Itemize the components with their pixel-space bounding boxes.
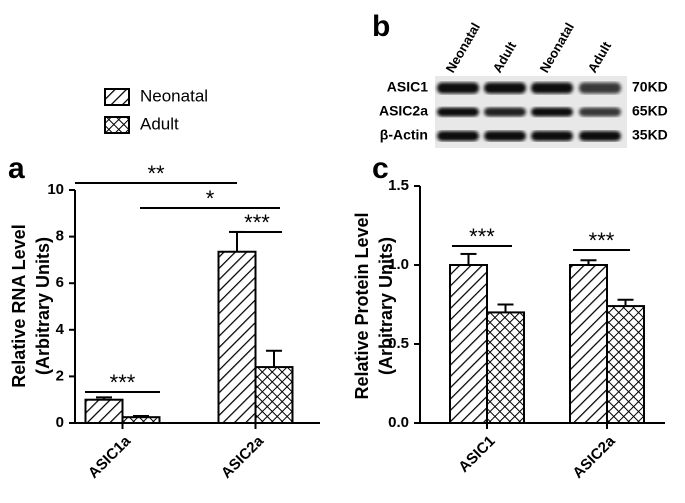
bar (486, 311, 525, 424)
significance-label: *** (589, 228, 615, 253)
legend: Neonatal Adult (104, 86, 208, 134)
significance-label: * (206, 186, 215, 211)
blot-band (437, 131, 479, 141)
significance-label: *** (469, 224, 495, 249)
bar (449, 264, 488, 424)
y-axis-title: Relative RNA Level (9, 224, 29, 387)
blot-column-label: Neonatal (443, 20, 483, 75)
blot-band (437, 107, 479, 117)
y-axis-title: (Arbitrary Units) (376, 237, 396, 375)
blot-band (531, 82, 573, 94)
bar (569, 264, 608, 424)
y-tick-label: 6 (56, 274, 64, 291)
bar (121, 416, 161, 424)
legend-label: Adult (140, 114, 179, 133)
x-tick-label: ASIC1 (455, 433, 498, 476)
blot-row-label: ASIC1 (387, 79, 428, 95)
blot-row-label: ASIC2a (379, 103, 428, 119)
blot-size-label: 70KD (632, 79, 668, 95)
y-tick-label: 10 (47, 181, 64, 198)
legend-swatch (104, 88, 130, 106)
y-tick-label: 4 (56, 321, 65, 338)
x-tick-label: ASIC1a (85, 432, 135, 482)
panel-label: b (372, 10, 390, 43)
y-tick-label: 0.5 (388, 335, 409, 352)
blot-size-label: 35KD (632, 127, 668, 143)
y-tick-label: 0.0 (388, 414, 409, 431)
blot-band (484, 82, 526, 94)
x-tick-label: ASIC2a (218, 432, 268, 482)
blot-band (579, 82, 621, 94)
bar (217, 250, 257, 424)
blot-column-label: Adult (585, 38, 615, 75)
blot-band (579, 107, 621, 117)
blot-band (531, 131, 573, 141)
y-axis-title: (Arbitrary Units) (33, 237, 53, 375)
panel-label: c (372, 152, 389, 185)
blot-band (484, 107, 526, 117)
blot-column-label: Neonatal (537, 20, 577, 75)
panel-label: a (8, 152, 25, 185)
blot-band (484, 131, 526, 141)
y-tick-label: 1.5 (388, 177, 409, 194)
x-tick-label: ASIC2a (569, 432, 619, 482)
blot-band (437, 82, 479, 94)
blot-size-label: 65KD (632, 103, 668, 119)
bar (606, 305, 645, 424)
y-tick-label: 1.0 (388, 256, 409, 273)
y-axis-title: Relative Protein Level (352, 212, 372, 399)
y-tick-label: 2 (56, 367, 64, 384)
bar (84, 398, 124, 425)
blot-band (531, 107, 573, 117)
blot-row-label: β-Actin (380, 127, 428, 143)
legend-swatch (104, 116, 130, 134)
significance-label: *** (110, 370, 136, 395)
legend-label: Neonatal (140, 86, 208, 105)
significance-label: *** (244, 210, 270, 235)
blot-column-label: Adult (490, 38, 520, 75)
y-tick-label: 8 (56, 228, 64, 245)
significance-label: ** (147, 161, 165, 186)
y-tick-label: 0 (56, 414, 64, 431)
bar (254, 366, 294, 424)
blot-band (579, 131, 621, 141)
